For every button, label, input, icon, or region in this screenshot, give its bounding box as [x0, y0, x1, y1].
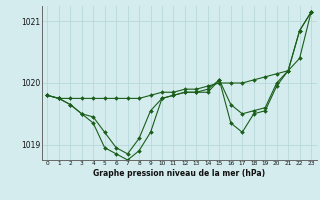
X-axis label: Graphe pression niveau de la mer (hPa): Graphe pression niveau de la mer (hPa)	[93, 169, 265, 178]
